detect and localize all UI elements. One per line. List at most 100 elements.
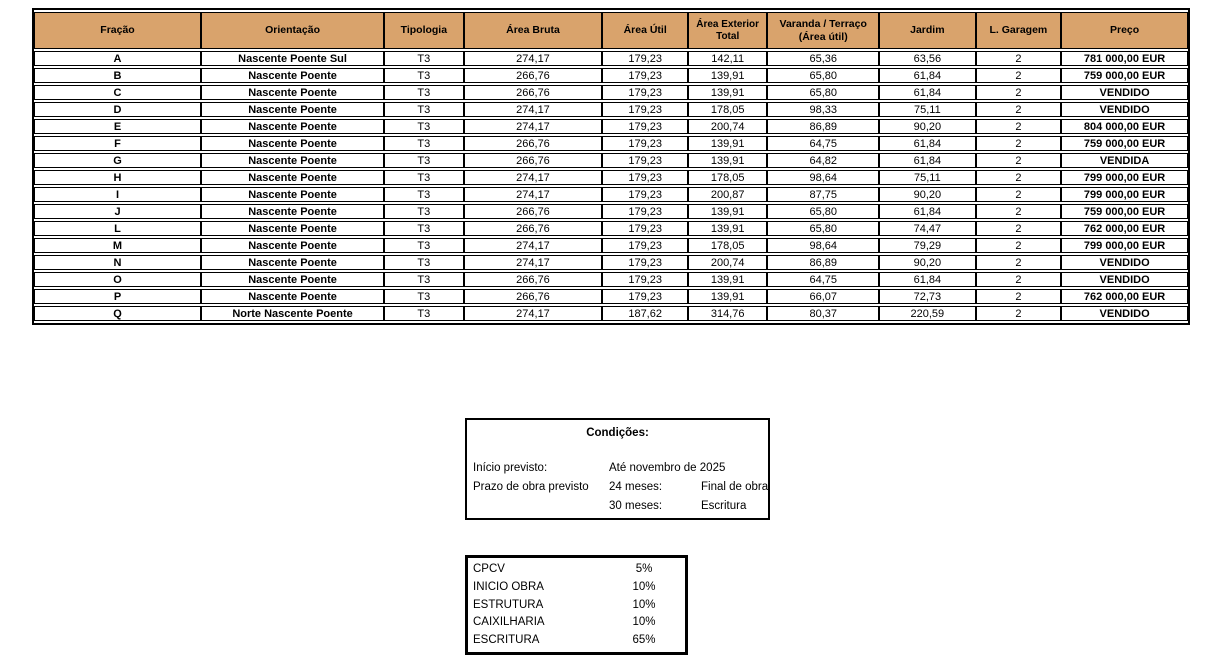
area-exterior-cell: 139,91 [687, 289, 768, 304]
payment-percentage: 10% [632, 598, 656, 611]
column-header: Jardim [879, 12, 976, 49]
area-exterior-cell: 178,05 [687, 238, 768, 253]
table-row: M Nascente Poente T3 274,17 179,23 178,05 98,6… [34, 238, 1188, 253]
area-exterior-cell: 139,91 [687, 68, 768, 83]
payment-percentage: 10% [632, 580, 656, 593]
preco-cell: 799 000,00 EUR [1061, 170, 1188, 185]
garagem-cell: 2 [975, 153, 1062, 168]
area-exterior-cell: 139,91 [687, 204, 768, 219]
fracao-cell: J [34, 204, 201, 219]
area-exterior-cell: 139,91 [687, 85, 768, 100]
varanda-cell: 65,80 [767, 68, 880, 83]
fracao-cell: Q [34, 306, 201, 321]
varanda-cell: 65,80 [767, 85, 880, 100]
preco-cell: 799 000,00 EUR [1061, 187, 1188, 202]
preco-cell: 762 000,00 EUR [1061, 221, 1188, 236]
area-exterior-cell: 139,91 [687, 272, 768, 287]
fracao-cell: F [34, 136, 201, 151]
area-bruta-cell: 266,76 [463, 221, 603, 236]
orientacao-cell: Nascente Poente [201, 102, 385, 117]
payment-row: ESCRITURA 65% [473, 632, 680, 649]
condition-value: 24 meses: [609, 481, 663, 493]
area-bruta-cell: 266,76 [463, 272, 603, 287]
area-exterior-cell: 178,05 [687, 170, 768, 185]
fracao-cell: M [34, 238, 201, 253]
area-bruta-cell: 274,17 [463, 187, 603, 202]
garagem-cell: 2 [975, 272, 1062, 287]
jardim-cell: 90,20 [879, 255, 976, 270]
column-header: Tipologia [384, 12, 464, 49]
tipologia-cell: T3 [384, 136, 464, 151]
area-util-cell: 179,23 [602, 102, 688, 117]
condition-value: 30 meses: [609, 500, 663, 512]
payment-percentage: 65% [632, 634, 656, 646]
fracao-cell: N [34, 255, 201, 270]
payment-percentage: 10% [632, 616, 656, 629]
jardim-cell: 75,11 [879, 102, 976, 117]
area-util-cell: 187,62 [602, 306, 688, 321]
area-bruta-cell: 266,76 [463, 153, 603, 168]
area-util-cell: 179,23 [602, 119, 688, 134]
fracao-cell: A [34, 51, 201, 66]
orientacao-cell: Nascente Poente [201, 238, 385, 253]
area-util-cell: 179,23 [602, 136, 688, 151]
payment-stage-label: CAIXILHARIA [473, 616, 545, 629]
orientacao-cell: Nascente Poente Sul [201, 51, 385, 66]
tipologia-cell: T3 [384, 255, 464, 270]
orientacao-cell: Nascente Poente [201, 85, 385, 100]
garagem-cell: 2 [975, 306, 1062, 321]
area-util-cell: 179,23 [602, 255, 688, 270]
header-row: Fração Orientação Tipologia Área Bruta Área … [34, 12, 1188, 49]
preco-cell: 759 000,00 EUR [1061, 68, 1188, 83]
varanda-cell: 64,82 [767, 153, 880, 168]
varanda-cell: 98,64 [767, 170, 880, 185]
fracao-cell: O [34, 272, 201, 287]
orientacao-cell: Nascente Poente [201, 272, 385, 287]
area-bruta-cell: 266,76 [463, 289, 603, 304]
jardim-cell: 63,56 [879, 51, 976, 66]
condition-row: Prazo de obra previsto 24 meses: Final d… [473, 478, 768, 497]
table-row: O Nascente Poente T3 266,76 179,23 139,91 64,7… [34, 272, 1188, 287]
tipologia-cell: T3 [384, 306, 464, 321]
garagem-cell: 2 [975, 170, 1062, 185]
preco-cell: VENDIDO [1061, 255, 1188, 270]
jardim-cell: 72,73 [879, 289, 976, 304]
conditions-title: Condições: [586, 427, 649, 439]
garagem-cell: 2 [975, 119, 1062, 134]
table-body: A Nascente Poente Sul T3 274,17 179,23 142,11… [34, 51, 1188, 321]
orientacao-cell: Nascente Poente [201, 170, 385, 185]
condition-extra: Final de obra [701, 481, 769, 493]
preco-cell: 762 000,00 EUR [1061, 289, 1188, 304]
area-exterior-cell: 314,76 [687, 306, 768, 321]
jardim-cell: 79,29 [879, 238, 976, 253]
area-bruta-cell: 274,17 [463, 102, 603, 117]
table-row: G Nascente Poente T3 266,76 179,23 139,91 64,8… [34, 153, 1188, 168]
garagem-cell: 2 [975, 255, 1062, 270]
payment-row: ESTRUTURA 10% [473, 597, 680, 614]
area-util-cell: 179,23 [602, 85, 688, 100]
area-util-cell: 179,23 [602, 51, 688, 66]
tipologia-cell: T3 [384, 204, 464, 219]
area-bruta-cell: 274,17 [463, 306, 603, 321]
varanda-cell: 86,89 [767, 255, 880, 270]
payment-plan-box: CPCV 5% INICIO OBRA 10% ESTRUTURA 10% CA… [465, 555, 688, 655]
condition-label [473, 497, 609, 516]
area-util-cell: 179,23 [602, 272, 688, 287]
tipologia-cell: T3 [384, 238, 464, 253]
jardim-cell: 220,59 [879, 306, 976, 321]
fracao-cell: G [34, 153, 201, 168]
area-util-cell: 179,23 [602, 221, 688, 236]
tipologia-cell: T3 [384, 119, 464, 134]
jardim-cell: 61,84 [879, 204, 976, 219]
price-table: Fração Orientação Tipologia Área Bruta Área … [32, 8, 1190, 325]
payment-stage-label: ESTRUTURA [473, 598, 544, 611]
varanda-cell: 64,75 [767, 272, 880, 287]
area-exterior-cell: 200,87 [687, 187, 768, 202]
garagem-cell: 2 [975, 289, 1062, 304]
column-header: Orientação [201, 12, 385, 49]
tipologia-cell: T3 [384, 187, 464, 202]
varanda-cell: 65,36 [767, 51, 880, 66]
preco-cell: VENDIDO [1061, 85, 1188, 100]
condition-label: Prazo de obra previsto [473, 481, 589, 493]
area-util-cell: 179,23 [602, 289, 688, 304]
